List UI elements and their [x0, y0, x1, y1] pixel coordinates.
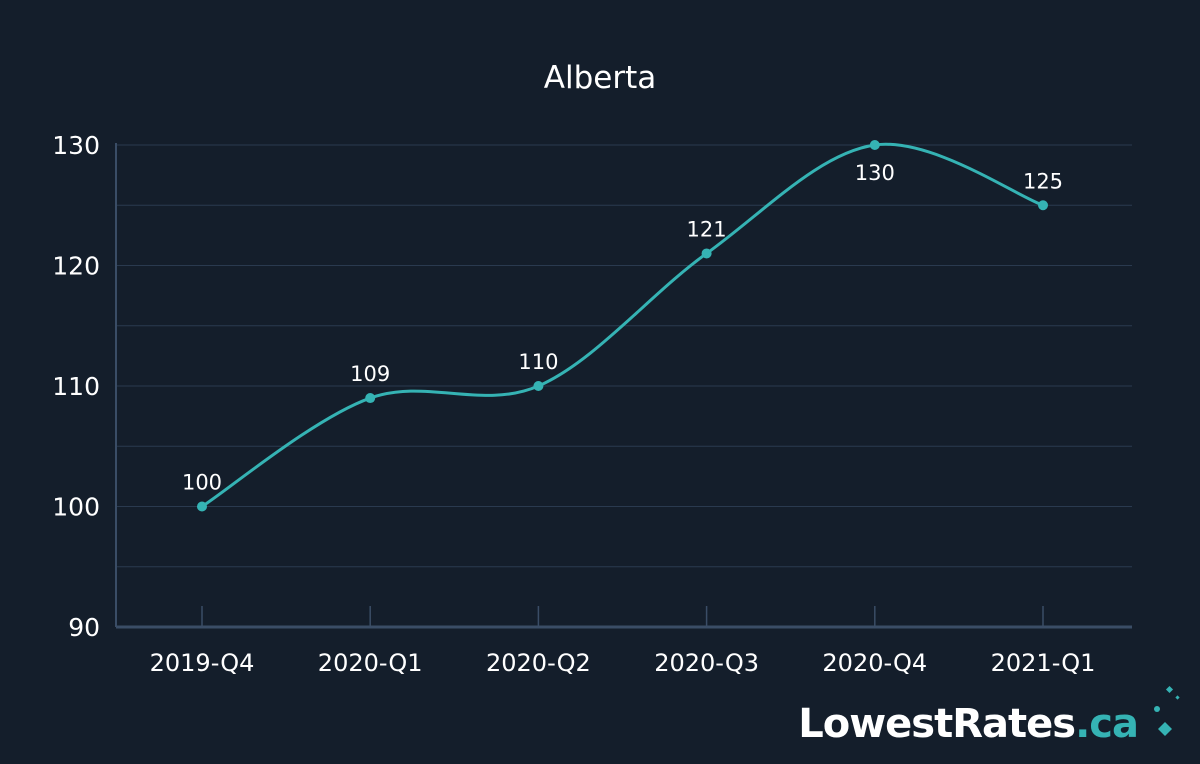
- data-point: [533, 381, 544, 391]
- data-point: [365, 393, 376, 404]
- y-tick-label: 90: [68, 613, 100, 642]
- axes: [115, 143, 1132, 629]
- x-tick-label: 2020-Q4: [822, 649, 927, 677]
- series-line: [201, 142, 1044, 508]
- data-label: 121: [687, 217, 727, 241]
- data-label: 130: [855, 161, 895, 185]
- data-point: [869, 140, 880, 150]
- chart-title: Alberta: [544, 60, 656, 96]
- y-tick-label: 110: [52, 372, 100, 401]
- x-tick-label: 2020-Q3: [654, 649, 759, 677]
- data-label: 125: [1023, 169, 1063, 193]
- data-point: [197, 501, 207, 512]
- brand-tld: .ca: [1075, 701, 1139, 747]
- x-tick-label: 2021-Q1: [991, 649, 1096, 677]
- data-label: 110: [518, 350, 558, 374]
- data-points: [197, 140, 1048, 512]
- data-point: [1038, 200, 1048, 211]
- data-label: 100: [182, 471, 222, 495]
- x-tick-labels: 2019-Q4 2020-Q1 2020-Q2 2020-Q3 2020-Q4 2021-…: [150, 649, 1096, 677]
- y-tick-labels: 90 100 110 120 130: [52, 131, 100, 642]
- x-tick-label: 2020-Q1: [318, 649, 423, 677]
- series-line-group: [201, 142, 1044, 508]
- grid-lines: [116, 144, 1132, 568]
- x-tick-label: 2020-Q2: [486, 649, 591, 677]
- data-point: [701, 248, 712, 259]
- y-tick-label: 130: [52, 131, 100, 160]
- brand-name: LowestRates: [798, 701, 1076, 747]
- sparkle-icon: [1154, 685, 1180, 736]
- data-label: 109: [350, 362, 390, 386]
- y-tick-label: 120: [52, 252, 100, 281]
- data-labels: 100 109 110 121 130 125: [182, 161, 1063, 495]
- brand-logo: LowestRates.ca: [798, 698, 1139, 750]
- x-tick-label: 2019-Q4: [150, 649, 255, 677]
- y-tick-label: 100: [52, 493, 100, 522]
